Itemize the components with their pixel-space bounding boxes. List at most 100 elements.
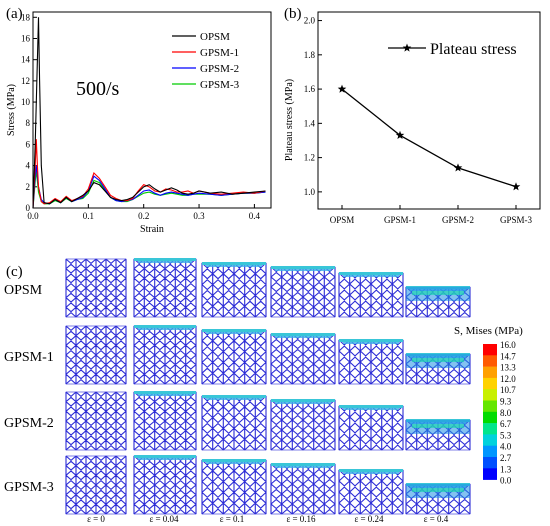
y-tick-label: 18: [21, 12, 31, 22]
y-tick-label: 1.4: [304, 118, 316, 128]
data-point-star: [453, 163, 463, 172]
y-tick-label: 1.6: [304, 84, 316, 94]
contour-cell: [338, 339, 404, 385]
strain-label: ε = 0.16: [286, 514, 316, 524]
x-tick-label: 0.0: [27, 211, 39, 221]
legend-star-marker: [402, 43, 412, 52]
data-point-star: [337, 84, 347, 93]
colorbar-value: 2.7: [500, 453, 512, 463]
contour-cell: [201, 459, 267, 515]
panel-a-legend: OPSM GPSM-1 GPSM-2 GPSM-3: [172, 31, 240, 91]
panel-a-plot-frame: [32, 11, 272, 209]
y-tick-label: 8: [26, 118, 31, 128]
rate-label: 500/s: [76, 78, 120, 100]
y-tick-label: 10: [21, 97, 31, 107]
row-label: GPSM-1: [4, 350, 54, 365]
series-line-gpsm-1: [32, 139, 266, 209]
colorbar-value: 12.0: [500, 374, 516, 384]
strain-label: ε = 0.24: [354, 514, 384, 524]
y-tick-label: 14: [21, 55, 31, 65]
panel-b-legend: Plateau stress: [388, 41, 517, 58]
colorbar-value: 6.7: [500, 419, 512, 429]
contour-cell: [133, 455, 197, 515]
colorbar: S, Mises (MPa) 16.014.7 13.312.010.7 9.38.…: [454, 325, 523, 486]
y-tick-label: 2.0: [304, 16, 316, 26]
data-point-star: [395, 130, 405, 139]
colorbar-swatch: [483, 400, 497, 413]
colorbar-swatch: [483, 468, 497, 480]
colorbar-swatch: [483, 423, 497, 435]
contour-cell: [270, 463, 336, 515]
contour-cell: [201, 262, 267, 318]
contour-cell: [405, 353, 471, 385]
contour-cell: [405, 483, 471, 515]
colorbar-value: 1.3: [500, 464, 512, 474]
data-point-star: [511, 182, 521, 191]
colorbar-swatch: [483, 377, 497, 390]
colorbar-swatch: [483, 344, 497, 356]
panel-c-letter: (c): [6, 264, 23, 280]
x-tick-label: 0.4: [249, 211, 261, 221]
colorbar-value: 16.0: [500, 340, 516, 350]
contour-cell: [201, 329, 267, 385]
contour-cell: [270, 333, 336, 385]
panel-a-y-label: Stress (MPa): [6, 84, 17, 136]
panel-b-y-label: Plateau stress (MPa): [284, 79, 295, 161]
colorbar-swatch: [483, 411, 497, 424]
contour-cell: [133, 325, 197, 385]
y-tick-label: 16: [21, 33, 31, 43]
panel-a-letter: (a): [6, 6, 23, 22]
contour-cell: [405, 419, 471, 451]
legend-label: OPSM: [200, 31, 230, 43]
contour-cell: [65, 391, 127, 451]
colorbar-swatch: [483, 445, 497, 458]
panel-b-plot-frame: [317, 11, 541, 210]
strain-label: ε = 0.1: [220, 514, 245, 524]
strain-label: ε = 0.4: [424, 514, 449, 524]
y-tick-label: 6: [26, 139, 31, 149]
legend-label: GPSM-2: [200, 63, 239, 75]
colorbar-value: 9.3: [500, 397, 512, 407]
contour-cell: [405, 286, 471, 318]
x-tick-label: GPSM-1: [384, 215, 416, 225]
panel-b-x-axis: OPSM GPSM-1 GPSM-2 GPSM-3: [330, 205, 533, 225]
y-tick-label: 1.2: [304, 153, 315, 163]
legend-label: GPSM-1: [200, 47, 239, 59]
y-tick-label: 2: [26, 182, 31, 192]
contour-cell: [65, 455, 127, 515]
contour-cell: [65, 258, 127, 318]
row-label: GPSM-3: [4, 480, 54, 495]
panel-a-x-axis: 0.0 0.1 0.2 0.3 0.4: [27, 204, 261, 221]
contour-cell: [65, 325, 127, 385]
contour-cell: [270, 399, 336, 451]
colorbar-value: 4.0: [500, 442, 512, 452]
x-tick-label: OPSM: [330, 215, 355, 225]
colorbar-value: 13.3: [500, 363, 516, 373]
colorbar-value: 5.3: [500, 430, 512, 440]
contour-cell: [133, 391, 197, 451]
panel-a-chart: 0 2 4 6 8 10 12 14 16 18 0.0 0.1 0.2 0.3 0.4 Strain S…: [6, 11, 272, 235]
series-line-plateau: [341, 88, 517, 188]
panel-b-letter: (b): [284, 6, 302, 22]
contour-cell: [338, 469, 404, 515]
contour-cell: [133, 258, 197, 318]
y-tick-label: 12: [21, 76, 30, 86]
row-label: GPSM-2: [4, 416, 54, 431]
colorbar-swatch: [483, 457, 497, 469]
colorbar-swatch: [483, 389, 497, 401]
colorbar-value: 10.7: [500, 385, 516, 395]
contour-cell: [338, 272, 404, 318]
x-tick-label: 0.2: [138, 211, 149, 221]
panel-a-x-label: Strain: [140, 224, 164, 235]
colorbar-value: 8.0: [500, 408, 512, 418]
legend-label: Plateau stress: [430, 41, 517, 58]
series-line-opsm: [32, 17, 266, 209]
colorbar-swatch: [483, 434, 497, 446]
y-tick-label: 1.8: [304, 50, 316, 60]
strain-label: ε = 0: [87, 514, 105, 524]
legend-label: GPSM-3: [200, 79, 240, 91]
y-tick-label: 4: [26, 161, 31, 171]
x-tick-label: 0.1: [83, 211, 94, 221]
contour-cell: [338, 405, 404, 451]
